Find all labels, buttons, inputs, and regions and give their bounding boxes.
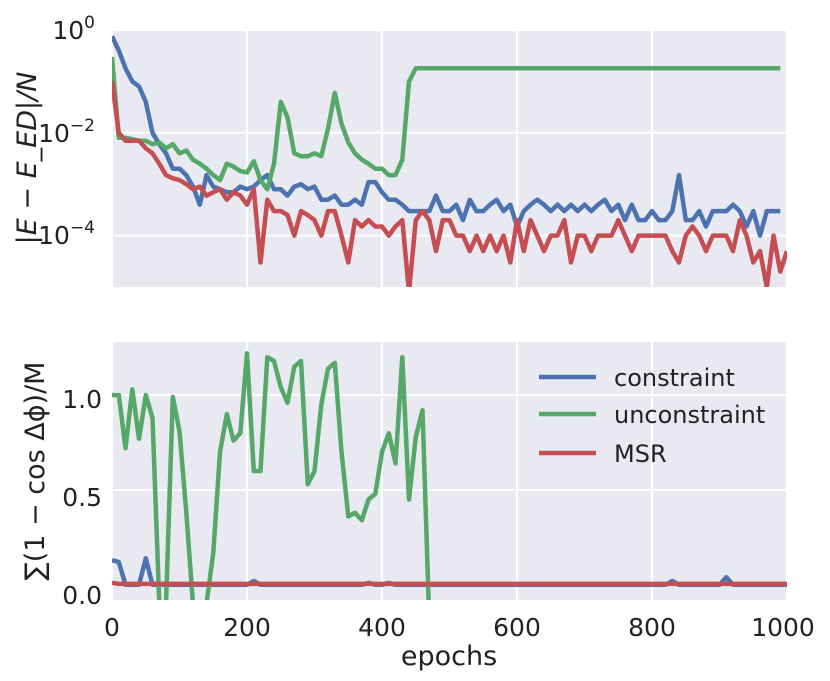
- bottom-series-msr-line: [112, 580, 787, 587]
- bottom-y-axis-title: ∑(1 − cos Δϕ)/M: [20, 362, 51, 581]
- bottom-panel: 1.0 0.5 0.0 ∑(1 − cos Δϕ)/M 0 200 400 60…: [20, 342, 815, 672]
- bottom-series-lines: [112, 351, 787, 600]
- legend-label-unconstraint: unconstraint: [614, 401, 765, 429]
- bottom-series-unconstraint-line: [112, 351, 431, 600]
- bottom-y-tick-label-3: 0.0: [62, 581, 102, 610]
- top-series-unconstraint-line: [112, 56, 781, 192]
- legend: constraint unconstraint MSR: [539, 364, 765, 468]
- top-panel: 100 10−2 10−4 |E − E_ED|/N: [12, 13, 788, 287]
- x-tick-label-600: 600: [493, 613, 541, 642]
- top-y-tick-label-3: 10−4: [38, 218, 95, 250]
- bottom-y-tick-label-2: 0.5: [62, 483, 102, 512]
- bottom-plot-background: [112, 342, 787, 600]
- legend-label-constraint: constraint: [614, 364, 735, 392]
- top-y-tick-label-1: 100: [52, 13, 95, 45]
- x-tick-label-1000: 1000: [751, 613, 815, 642]
- top-y-axis-title: |E − E_ED|/N: [12, 72, 43, 245]
- x-tick-label-0: 0: [104, 613, 120, 642]
- top-plot-background: [112, 30, 787, 287]
- x-tick-label-200: 200: [223, 613, 271, 642]
- x-tick-label-400: 400: [358, 613, 406, 642]
- x-tick-label-800: 800: [628, 613, 676, 642]
- top-y-tick-label-2: 10−2: [38, 116, 95, 148]
- legend-label-msr: MSR: [614, 440, 667, 468]
- top-series-lines: [112, 35, 787, 287]
- top-series-msr-line: [112, 81, 787, 287]
- x-axis-title: epochs: [401, 641, 497, 672]
- bottom-y-tick-label-1: 1.0: [62, 385, 102, 414]
- top-grid: [111, 29, 788, 287]
